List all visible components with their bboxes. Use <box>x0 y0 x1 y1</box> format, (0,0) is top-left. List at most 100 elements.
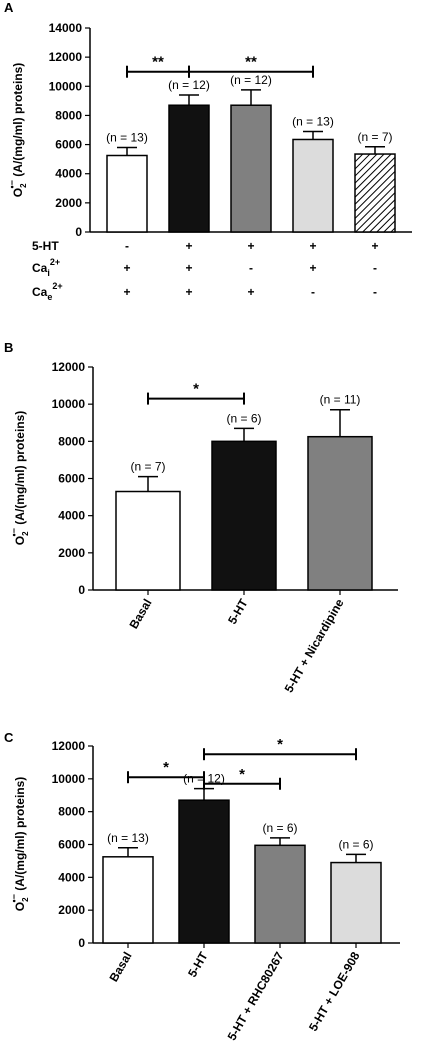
y-tick-label: 2000 <box>58 903 85 917</box>
n-label: (n = 12) <box>168 78 210 92</box>
y-axis-title-part: 2 <box>21 897 30 902</box>
y-axis-title-part: 2 <box>21 531 30 536</box>
y-axis-title-part: O <box>13 536 27 545</box>
category-label: 5-HT + RHC80267 <box>225 949 287 1043</box>
condition-label-sup: 2+ <box>52 281 62 291</box>
condition-row-label: 5-HT <box>32 239 59 253</box>
bar <box>168 104 210 233</box>
bar <box>307 435 373 591</box>
condition-value: - <box>311 285 315 299</box>
y-tick-label: 2000 <box>55 196 82 210</box>
condition-value: + <box>185 239 192 253</box>
bar <box>211 440 277 591</box>
condition-value: - <box>249 261 253 275</box>
condition-value: + <box>185 285 192 299</box>
significance-label: ** <box>245 54 257 71</box>
condition-label-sub: i <box>47 268 50 278</box>
y-axis-title-part: • <box>7 185 17 188</box>
y-axis-title-part: − <box>9 894 19 899</box>
condition-value: + <box>247 239 254 253</box>
significance-label: * <box>239 766 245 783</box>
condition-label-main: Ca <box>32 285 48 299</box>
n-label: (n = 6) <box>262 821 297 835</box>
significance-label: * <box>277 736 283 753</box>
bar <box>292 138 334 233</box>
y-tick-label: 12000 <box>49 50 83 64</box>
condition-value: + <box>123 261 130 275</box>
condition-label-sub: e <box>47 292 52 302</box>
bar <box>102 856 154 944</box>
y-axis-title-part: − <box>9 528 19 533</box>
condition-row-label: Cae2+ <box>32 281 63 302</box>
n-label: (n = 6) <box>226 411 261 425</box>
y-tick-label: 6000 <box>58 838 85 852</box>
y-axis-title-part: (A/(mg/ml) proteins) <box>13 411 27 528</box>
y-axis-title-part: − <box>7 180 17 185</box>
condition-value: + <box>185 261 192 275</box>
category-label: 5-HT + Nicardipine <box>282 596 347 695</box>
panel-letter-b: B <box>4 340 13 355</box>
condition-value: - <box>125 239 129 253</box>
significance-label: ** <box>152 54 164 71</box>
category-label: 5-HT <box>185 949 211 980</box>
y-tick-label: 10000 <box>52 772 86 786</box>
condition-label-main: 5-HT <box>32 239 59 253</box>
y-tick-label: 0 <box>78 583 85 597</box>
n-label: (n = 6) <box>338 837 373 851</box>
condition-value: + <box>123 285 130 299</box>
panel-letter-a: A <box>4 0 14 15</box>
bar <box>330 861 382 944</box>
n-label: (n = 7) <box>357 130 392 144</box>
condition-value: + <box>309 261 316 275</box>
y-axis-title-part: O <box>11 188 25 197</box>
y-tick-label: 6000 <box>58 472 85 486</box>
y-tick-label: 8000 <box>58 805 85 819</box>
y-tick-label: 12000 <box>52 739 86 753</box>
y-tick-label: 4000 <box>55 167 82 181</box>
y-axis-title-part: • <box>9 899 19 902</box>
condition-value: + <box>247 285 254 299</box>
y-axis-title-part: 2 <box>19 183 28 188</box>
n-label: (n = 13) <box>107 831 149 845</box>
category-label: Basal <box>106 950 134 985</box>
category-label: 5-HT + LOE-908 <box>306 949 363 1033</box>
category-label: Basal <box>126 597 154 632</box>
condition-label-main: Ca <box>32 261 48 275</box>
bar <box>230 104 272 233</box>
bar <box>354 153 396 233</box>
panel-letter-c: C <box>4 730 14 745</box>
y-tick-label: 2000 <box>58 546 85 560</box>
condition-value: - <box>373 285 377 299</box>
y-tick-label: 8000 <box>58 434 85 448</box>
bar <box>254 844 306 944</box>
bar <box>178 799 230 944</box>
y-tick-label: 6000 <box>55 138 82 152</box>
n-label: (n = 13) <box>106 130 148 144</box>
y-axis-title-part: (A/(mg/ml) proteins) <box>13 777 27 894</box>
y-tick-label: 10000 <box>49 79 83 93</box>
y-tick-label: 0 <box>75 225 82 239</box>
condition-row-label: Cai2+ <box>32 257 60 278</box>
y-tick-label: 10000 <box>52 397 86 411</box>
significance-label: * <box>193 381 199 398</box>
y-axis-title: O2•− (A/(mg/ml) proteins) <box>9 777 30 912</box>
y-tick-label: 4000 <box>58 509 85 523</box>
y-axis-title-part: O <box>13 902 27 911</box>
y-axis-title-part: • <box>9 533 19 536</box>
condition-value: + <box>371 239 378 253</box>
y-tick-label: 8000 <box>55 108 82 122</box>
bar <box>115 490 181 591</box>
y-axis-title-part: (A/(mg/ml) proteins) <box>11 63 25 180</box>
condition-value: - <box>373 261 377 275</box>
condition-label-sup: 2+ <box>50 257 60 267</box>
panel-b-chart: 0 2000 4000 6000 8000 10000 12000 (n = 7) (n = 6… <box>9 360 398 695</box>
n-label: (n = 11) <box>320 393 361 407</box>
y-tick-label: 4000 <box>58 870 85 884</box>
n-label: (n = 12) <box>230 73 272 87</box>
panel-c-chart: 0 2000 4000 6000 8000 10000 12000 (n = 13) (n = … <box>9 736 400 1043</box>
significance-label: * <box>163 759 169 776</box>
condition-value: + <box>309 239 316 253</box>
y-tick-label: 14000 <box>49 21 83 35</box>
bar <box>106 154 148 233</box>
